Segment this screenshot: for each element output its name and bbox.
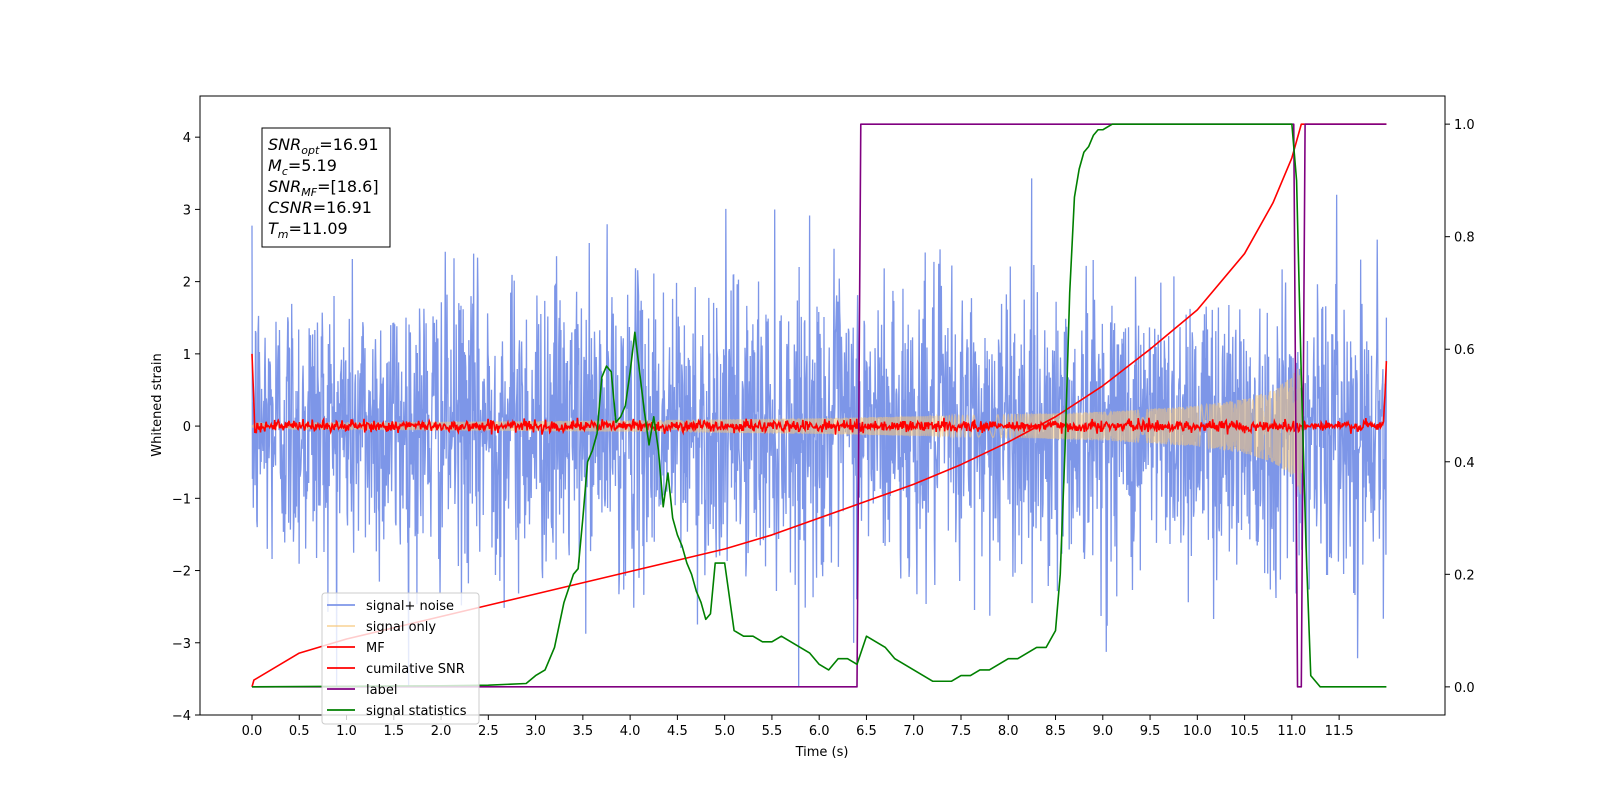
x-tick-label: 9.5 xyxy=(1140,724,1161,739)
info-line: SNRopt=16.91 xyxy=(268,135,379,157)
x-axis-label: Time (s) xyxy=(795,745,849,760)
info-subscript: m xyxy=(278,228,289,241)
axes: 0.0 0.5 1.0 1.5 2.0 2.5 3.0 3.5 4.0 4.5 5.0 5.5 6.0 6… xyxy=(172,118,1475,739)
info-subscript: c xyxy=(282,165,288,178)
y-tick-label: 1 xyxy=(183,348,191,363)
info-symbol: T xyxy=(268,219,279,238)
x-tick-label: 3.5 xyxy=(573,724,594,739)
y-tick-label: 2 xyxy=(183,276,191,291)
legend-entry: signal only xyxy=(366,620,436,635)
x-tick-label: 8.0 xyxy=(998,724,1019,739)
series-mf xyxy=(251,353,1388,436)
y-axis-label: Whitened strain xyxy=(150,353,165,456)
x-tick-label: 3.0 xyxy=(525,724,546,739)
y2-tick-label: 1.0 xyxy=(1454,118,1475,133)
info-value: =[18.6] xyxy=(317,177,379,196)
y2-tick-label: 0.8 xyxy=(1454,231,1475,246)
legend-entry: MF xyxy=(366,641,385,656)
y-tick-label: −2 xyxy=(172,565,191,580)
info-symbol: SNR xyxy=(268,177,301,196)
info-value: =16.91 xyxy=(313,198,372,217)
y2-tick-label: 0.0 xyxy=(1454,681,1475,696)
legend-frame xyxy=(321,592,480,725)
x-tick-label: 1.0 xyxy=(336,724,357,739)
info-line: CSNR=16.91 xyxy=(268,198,372,217)
info-symbol: CSNR xyxy=(268,198,313,217)
info-value: =11.09 xyxy=(289,219,348,238)
info-value: =5.19 xyxy=(288,156,337,175)
y-tick-label: −1 xyxy=(172,492,191,507)
y-tick-label: −3 xyxy=(172,637,191,652)
y2-tick-label: 0.4 xyxy=(1454,456,1475,471)
info-symbol: SNR xyxy=(268,135,301,154)
x-tick-label: 2.0 xyxy=(431,724,452,739)
x-tick-label: 4.0 xyxy=(620,724,641,739)
info-box: SNRopt=16.91Mc=5.19SNRMF=[18.6]CSNR=16.9… xyxy=(261,127,391,248)
info-symbol: M xyxy=(268,156,282,175)
x-tick-label: 11.0 xyxy=(1277,724,1306,739)
x-tick-label: 9.0 xyxy=(1092,724,1113,739)
x-tick-label: 6.0 xyxy=(809,724,830,739)
x-tick-label: 10.0 xyxy=(1183,724,1212,739)
x-tick-label: 5.5 xyxy=(762,724,783,739)
x-tick-label: 0.5 xyxy=(289,724,310,739)
y2-tick-label: 0.2 xyxy=(1454,568,1475,583)
info-box-frame xyxy=(261,127,391,248)
x-tick-label: 5.0 xyxy=(714,724,735,739)
info-subscript: opt xyxy=(301,144,320,157)
y2-tick-label: 0.6 xyxy=(1454,343,1475,358)
x-tick-label: 4.5 xyxy=(667,724,688,739)
series-signal-statistics xyxy=(251,123,1387,688)
series-signal-noise xyxy=(251,178,1388,687)
legend-entry: label xyxy=(366,683,397,698)
axes-frame xyxy=(199,95,1446,716)
info-subscript: MF xyxy=(301,186,317,199)
x-tick-label: 2.5 xyxy=(478,724,499,739)
info-value: =16.91 xyxy=(319,135,378,154)
legend-entry: signal statistics xyxy=(366,704,467,719)
x-tick-label: 6.5 xyxy=(856,724,877,739)
legend-entry: signal+ noise xyxy=(366,599,454,614)
y-tick-label: 3 xyxy=(183,203,191,218)
y-tick-label: 4 xyxy=(183,131,191,146)
x-tick-label: 7.5 xyxy=(951,724,972,739)
x-tick-label: 11.5 xyxy=(1325,724,1354,739)
y-tick-label: 0 xyxy=(183,420,191,435)
legend: signal+ noise signal only MF cumilative SNR… xyxy=(321,592,480,725)
y-tick-label: −4 xyxy=(172,709,191,724)
x-tick-label: 7.0 xyxy=(903,724,924,739)
series-label xyxy=(251,123,1387,688)
info-line: Mc=5.19 xyxy=(268,156,337,178)
legend-entry: cumilative SNR xyxy=(366,662,465,677)
info-line: Tm=11.09 xyxy=(268,219,348,241)
x-tick-label: 10.5 xyxy=(1230,724,1259,739)
x-tick-label: 1.5 xyxy=(383,724,404,739)
x-tick-label: 8.5 xyxy=(1045,724,1066,739)
info-line: SNRMF=[18.6] xyxy=(268,177,379,199)
x-tick-label: 0.0 xyxy=(242,724,263,739)
